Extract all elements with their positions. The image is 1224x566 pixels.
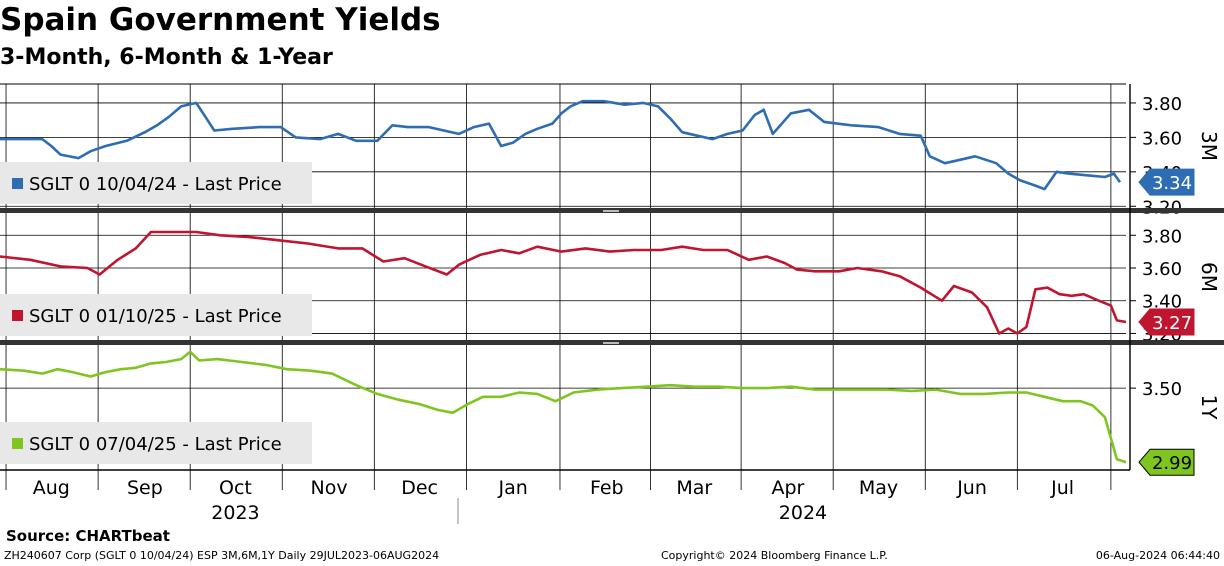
last-price-tag [1138,168,1195,196]
chart-subtitle: 3-Month, 6-Month & 1-Year [0,45,333,70]
x-month-label: Mar [676,477,712,499]
separator-grip [603,210,619,212]
x-month-label: Jul [1050,477,1074,499]
footer-timestamp: 06-Aug-2024 06:44:40 [1095,549,1220,562]
x-year-label: 2023 [211,502,259,524]
footer-copyright: Copyright© 2024 Bloomberg Finance L.P. [661,549,888,562]
panel-name-1y: 1Y [1197,395,1221,421]
last-price-value: 3.27 [1152,313,1192,334]
last-price-value: 3.34 [1152,173,1192,194]
separator-grip [603,342,619,344]
x-year-label: 2024 [779,502,827,524]
x-month-label: Dec [401,477,438,499]
x-month-label: May [859,477,898,499]
source-label: Source: CHARTbeat [6,527,170,545]
series-line-6m [0,230,1127,335]
x-month-label: Nov [310,477,347,499]
x-month-label: Jan [498,477,528,499]
x-month-label: Feb [590,477,624,499]
y-tick-label: 3.40 [1142,292,1182,313]
x-month-label: Aug [33,477,70,499]
legend-box [0,422,312,464]
y-tick-label: 3.50 [1142,379,1182,400]
footer-security-info: ZH240607 Corp (SGLT 0 10/04/24) ESP 3M,6… [4,549,440,562]
legend-label: SGLT 0 10/04/24 - Last Price [29,174,282,195]
last-price-tag [1138,308,1195,336]
y-tick-label: 3.60 [1142,259,1182,280]
x-month-label: Oct [219,477,252,499]
x-month-label: Sep [127,477,163,499]
series-line-3m [0,99,1122,191]
legend-label: SGLT 0 01/10/25 - Last Price [29,306,282,327]
legend-label: SGLT 0 07/04/25 - Last Price [29,434,282,455]
x-month-label: Apr [771,477,804,499]
last-price-value: 2.99 [1152,453,1192,474]
chart-title: Spain Government Yields [0,2,441,38]
legend-box [0,162,312,204]
last-price-tag [1138,448,1195,476]
legend-swatch [12,178,23,189]
x-month-label: Jun [956,477,987,499]
chart-area: 3.20 3.40 3.60 3.80 SGLT 0 10/04/24 - Last P… [0,83,1224,524]
y-tick-label: 3.60 [1142,128,1182,149]
panel-name-3m: 3M [1197,131,1221,161]
panel-name-6m: 6M [1197,262,1221,292]
y-tick-label: 3.80 [1142,94,1182,115]
legend-swatch [12,438,23,449]
series-line-1y [0,350,1127,464]
legend-box [0,294,312,336]
y-tick-label: 3.80 [1142,226,1182,247]
y-tick-label: 3.20 [1142,197,1182,218]
legend-swatch [12,310,23,321]
